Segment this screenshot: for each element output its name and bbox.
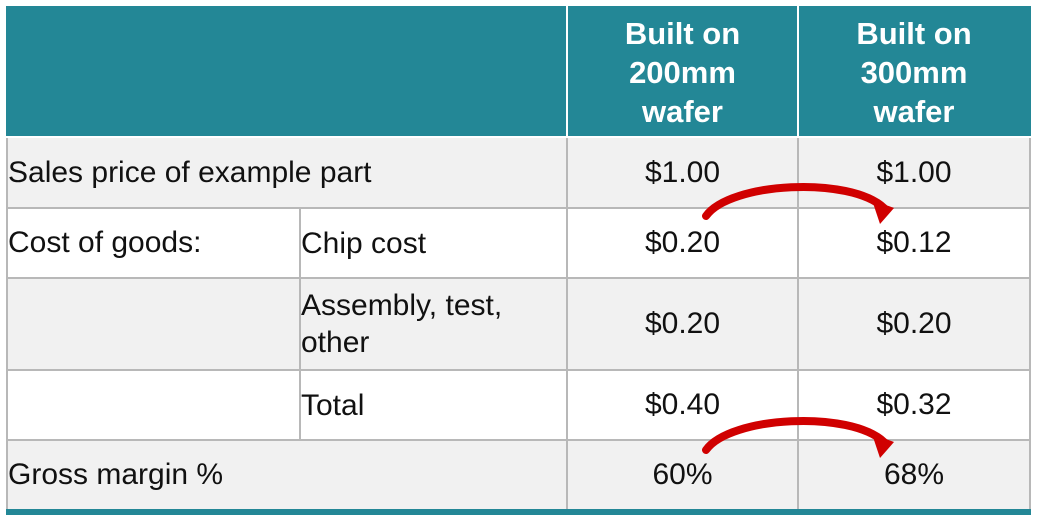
header-200mm: Built on 200mm wafer	[566, 6, 799, 138]
cell-200mm-sales-price: $1.00	[566, 136, 799, 209]
cell-300mm-sales-price: $1.00	[797, 136, 1031, 209]
table-row: Total $0.40 $0.32	[6, 369, 1031, 441]
row-label-empty	[6, 369, 301, 441]
header-empty-cell	[6, 6, 568, 138]
cell-200mm-gross-margin: 60%	[566, 439, 799, 515]
row-label-cost-of-goods: Cost of goods:	[6, 207, 301, 279]
row-label-empty	[6, 277, 301, 371]
cell-300mm-total: $0.32	[797, 369, 1031, 441]
cell-300mm-gross-margin: 68%	[797, 439, 1031, 515]
table-row: Gross margin % 60% 68%	[6, 439, 1031, 515]
cell-300mm-assembly: $0.20	[797, 277, 1031, 371]
row-sublabel-chip-cost: Chip cost	[299, 207, 568, 279]
cell-200mm-total: $0.40	[566, 369, 799, 441]
cell-300mm-chip-cost: $0.12	[797, 207, 1031, 279]
header-300mm-label: Built on 300mm wafer	[856, 15, 972, 129]
row-label-gross-margin: Gross margin %	[6, 439, 568, 515]
wafer-cost-table: Built on 200mm wafer Built on 300mm wafe…	[6, 6, 1031, 515]
table-row: Cost of goods: Chip cost $0.20 $0.12	[6, 207, 1031, 279]
row-sublabel-total: Total	[299, 369, 568, 441]
table-row: Sales price of example part $1.00 $1.00	[6, 136, 1031, 209]
table-row: Assembly, test, other $0.20 $0.20	[6, 277, 1031, 371]
header-300mm: Built on 300mm wafer	[797, 6, 1031, 138]
cell-200mm-assembly: $0.20	[566, 277, 799, 371]
row-sublabel-assembly: Assembly, test, other	[299, 277, 568, 371]
table-header-row: Built on 200mm wafer Built on 300mm wafe…	[6, 6, 1031, 138]
cell-200mm-chip-cost: $0.20	[566, 207, 799, 279]
row-label-sales-price: Sales price of example part	[6, 136, 568, 209]
header-200mm-label: Built on 200mm wafer	[624, 15, 741, 129]
